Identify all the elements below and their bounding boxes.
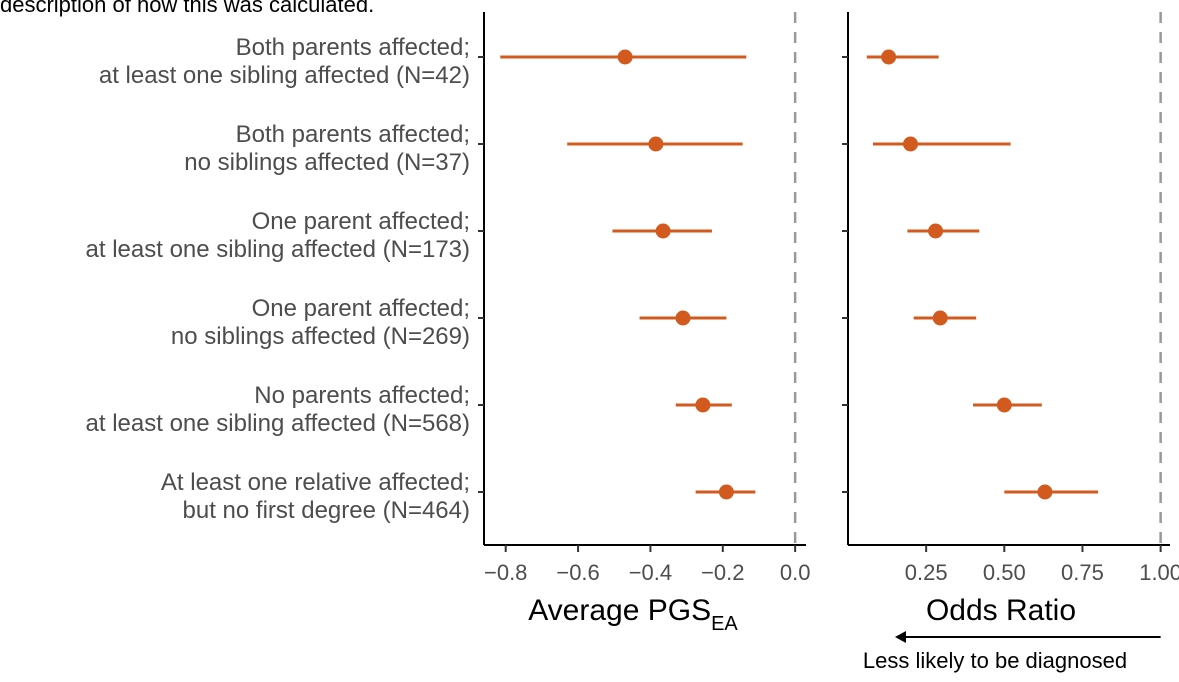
category-label-line: Both parents affected; <box>236 121 470 148</box>
x-tick-label-pgs: −0.6 <box>556 560 599 585</box>
category-label-line: but no first degree (N=464) <box>183 497 471 524</box>
category-label-line: At least one relative affected; <box>161 469 470 496</box>
x-axis-title-text: Odds Ratio <box>926 594 1076 627</box>
category-label-line: Both parents affected; <box>236 34 470 61</box>
point-estimate-pgs <box>655 223 671 239</box>
category-label-line: no siblings affected (N=37) <box>184 149 470 176</box>
x-axis-title-pgs: Average PGSEA <box>528 594 738 635</box>
category-labels: Both parents affected;at least one sibli… <box>86 34 470 524</box>
x-tick-label-pgs: 0.0 <box>780 560 811 585</box>
category-label-line: at least one sibling affected (N=173) <box>86 236 470 263</box>
x-tick-label-pgs: −0.8 <box>484 560 527 585</box>
x-axis-title-subscript: EA <box>711 613 738 635</box>
category-label-line: One parent affected; <box>252 208 470 235</box>
header-note: description of how this was calculated. <box>0 0 374 17</box>
point-estimate-pgs <box>718 484 734 500</box>
panel-odds-ratio: 0.25 0.50 0.75 1.00 Odds Ratio Less likely to… <box>842 12 1179 673</box>
point-estimate-or <box>932 310 948 326</box>
category-label-line: no siblings affected (N=269) <box>171 323 470 350</box>
point-estimate-pgs <box>648 136 664 152</box>
category-label-line: One parent affected; <box>252 295 470 322</box>
x-tick-label-pgs: −0.2 <box>701 560 744 585</box>
x-axis-title-or: Odds Ratio <box>926 594 1076 627</box>
point-estimate-or <box>903 136 919 152</box>
panel-average-pgs: −0.8 −0.6 −0.4 −0.2 0.0 Average PGSEA <box>478 12 810 635</box>
x-tick-label-or: 0.75 <box>1061 560 1104 585</box>
point-estimate-or <box>996 397 1012 413</box>
x-tick-label-pgs: −0.4 <box>629 560 672 585</box>
point-estimate-or <box>1037 484 1053 500</box>
point-estimate-or <box>928 223 944 239</box>
x-axis-title-text: Average PGS <box>528 594 711 627</box>
direction-note: Less likely to be diagnosed <box>863 648 1127 673</box>
point-estimate-pgs <box>695 397 711 413</box>
point-estimate-pgs <box>617 49 633 65</box>
x-tick-label-or: 0.25 <box>905 560 948 585</box>
x-tick-label-or: 0.50 <box>983 560 1026 585</box>
point-estimate-or <box>881 49 897 65</box>
x-tick-label-or: 1.00 <box>1139 560 1179 585</box>
point-estimate-pgs <box>675 310 691 326</box>
category-label-line: at least one sibling affected (N=42) <box>99 62 470 89</box>
category-label-line: at least one sibling affected (N=568) <box>86 410 470 437</box>
arrow-head-icon <box>895 631 906 643</box>
category-label-line: No parents affected; <box>254 382 470 409</box>
